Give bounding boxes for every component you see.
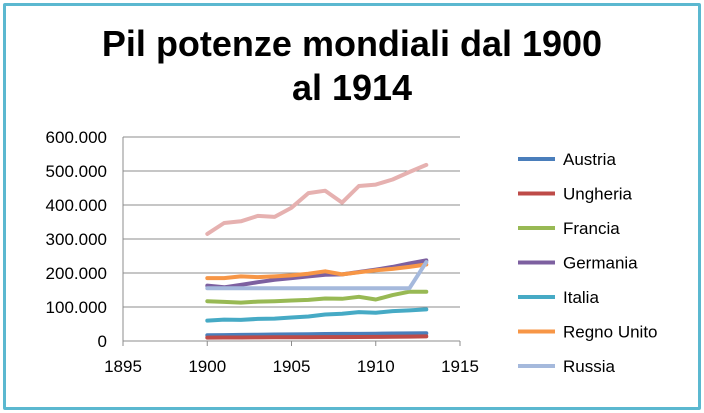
legend-label-francia: Francia (563, 219, 620, 238)
x-tick-label: 1910 (357, 357, 395, 376)
legend: Austria Ungheria Francia Germania Italia Regn… (518, 150, 658, 376)
x-tick-label: 1895 (104, 357, 142, 376)
legend-label-germania: Germania (563, 254, 638, 273)
x-tick-labels: 1895 1900 1905 1910 1915 (104, 357, 479, 376)
axes (122, 137, 461, 346)
y-tick-label: 600.000 (46, 128, 107, 147)
y-tick-labels: 0 100.000 200.000 300.000 400.000 500.000 600.… (46, 128, 107, 351)
y-tick-label: 400.000 (46, 196, 107, 215)
y-tick-label: 300.000 (46, 230, 107, 249)
x-tick-label: 1915 (441, 357, 479, 376)
legend-label-regno-unito: Regno Unito (563, 323, 658, 342)
series-line-unlabeled-7 (205, 162, 429, 236)
chart-title-line-1: Pil potenze mondiali dal 1900 (101, 23, 603, 64)
gridlines (123, 136, 460, 308)
x-tick-label: 1905 (273, 357, 311, 376)
chart-title: Pil potenze mondiali dal 1900 al 1914 (0, 22, 704, 110)
series-lines (205, 162, 429, 340)
series-line-francia (205, 289, 429, 305)
legend-label-austria: Austria (563, 150, 616, 169)
legend-label-russia: Russia (563, 357, 616, 376)
chart-frame (3, 3, 701, 410)
series-line-regno-unito (205, 262, 429, 281)
series-line-italia (205, 307, 429, 323)
y-tick-label: 500.000 (46, 162, 107, 181)
legend-label-ungheria: Ungheria (563, 185, 633, 204)
y-tick-label: 0 (98, 332, 107, 351)
y-tick-label: 100.000 (46, 298, 107, 317)
y-tick-label: 200.000 (46, 264, 107, 283)
series-line-ungheria (205, 334, 429, 340)
chart-title-line-2: al 1914 (291, 67, 413, 108)
legend-label-italia: Italia (563, 288, 599, 307)
x-tick-label: 1900 (188, 357, 226, 376)
series-line-russia (205, 260, 429, 291)
series-line-austria (205, 331, 429, 338)
